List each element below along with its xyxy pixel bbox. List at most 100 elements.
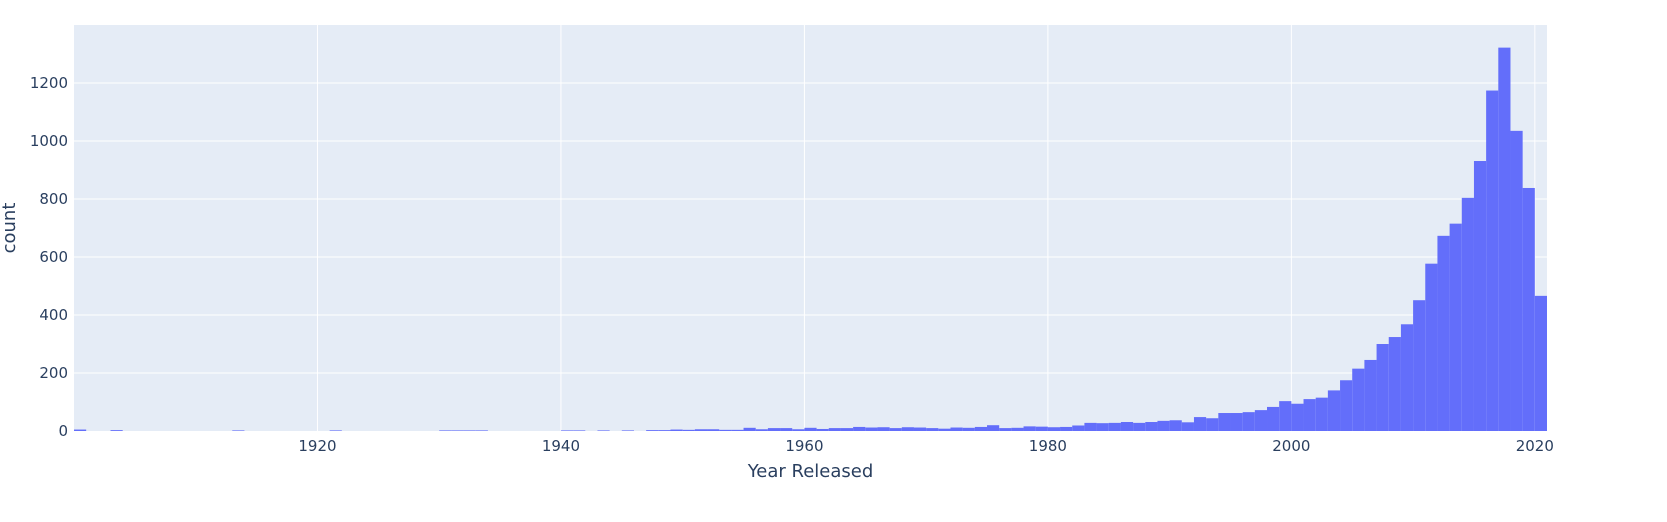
histogram-bar <box>1510 130 1523 431</box>
histogram-bar <box>816 428 829 431</box>
histogram-bar <box>974 426 988 431</box>
x-tick-label: 1940 <box>542 437 580 455</box>
x-tick-label: 2000 <box>1272 437 1310 455</box>
histogram-bar <box>767 428 781 431</box>
histogram-bar <box>1388 337 1401 431</box>
histogram-bar <box>1522 187 1535 431</box>
histogram-bar <box>1498 47 1511 432</box>
histogram-bar <box>999 428 1012 431</box>
histogram-bar <box>804 427 817 431</box>
histogram-bar <box>865 427 878 431</box>
x-axis-title: Year Released <box>747 461 874 482</box>
plot-background <box>74 25 1547 431</box>
gridlines <box>74 25 1547 431</box>
histogram-bar <box>560 430 574 431</box>
histogram-bar <box>1534 295 1547 431</box>
histogram-bar <box>743 427 756 431</box>
histogram-bar <box>1376 344 1389 431</box>
y-axis-ticks: 0 200 400 600 800 1000 1200 <box>30 74 68 440</box>
histogram-bar <box>1291 403 1304 431</box>
histogram-bar <box>1425 263 1438 431</box>
histogram-bar <box>719 429 732 431</box>
y-axis-title: count <box>0 203 20 254</box>
histogram-bar <box>1084 422 1097 431</box>
histogram-bar <box>110 430 123 431</box>
histogram-bar <box>877 427 890 431</box>
histogram-bar <box>597 430 610 431</box>
histogram-bar <box>1193 417 1207 431</box>
histogram-bar <box>828 428 841 431</box>
histogram-bar <box>1327 390 1341 431</box>
histogram-bar <box>840 428 854 431</box>
histogram-bars <box>74 47 1547 432</box>
histogram-bar <box>1011 427 1024 431</box>
histogram-bar <box>1267 406 1280 431</box>
histogram-bar <box>1108 422 1121 431</box>
histogram-bar <box>658 430 671 431</box>
histogram-bar <box>1486 90 1499 431</box>
histogram-bar <box>1449 223 1462 431</box>
histogram-bar <box>329 430 342 431</box>
histogram-bar <box>1072 425 1085 431</box>
histogram-bar <box>901 427 914 431</box>
y-tick-label: 600 <box>39 248 68 266</box>
histogram-bar <box>938 428 951 431</box>
histogram-bar <box>1364 359 1377 431</box>
histogram-bar <box>1242 412 1255 431</box>
x-tick-label: 1980 <box>1029 437 1067 455</box>
histogram-bar <box>1047 427 1061 431</box>
histogram-bar <box>1145 422 1158 431</box>
histogram-bar <box>439 430 452 431</box>
histogram-bar <box>950 427 963 431</box>
x-axis-ticks: 1920 1940 1960 1980 2000 2020 <box>298 437 1554 455</box>
histogram-bar <box>1254 410 1268 431</box>
histogram-bar <box>1352 368 1365 431</box>
histogram-bar <box>74 429 87 431</box>
histogram-bar <box>1315 397 1328 431</box>
histogram-bar <box>792 429 805 431</box>
histogram-bar <box>1461 197 1474 431</box>
histogram-bar <box>731 429 744 431</box>
histogram-bar <box>1437 235 1450 431</box>
histogram-bar <box>646 430 659 431</box>
histogram-bar <box>1181 422 1194 431</box>
histogram-bar <box>853 426 866 431</box>
y-tick-label: 200 <box>39 364 68 382</box>
histogram-bar <box>1206 418 1219 431</box>
histogram-bar <box>707 429 720 431</box>
y-tick-label: 800 <box>39 190 68 208</box>
histogram-bar <box>1279 401 1292 431</box>
histogram-bar <box>962 427 975 431</box>
histogram-bar <box>682 429 695 431</box>
histogram-bar <box>232 430 245 431</box>
histogram-bar <box>1060 426 1073 431</box>
histogram-bar <box>1120 422 1134 431</box>
y-tick-label: 0 <box>58 422 68 440</box>
histogram-bar <box>1413 300 1426 431</box>
histogram-bar <box>1218 413 1231 431</box>
x-tick-label: 1920 <box>298 437 336 455</box>
x-tick-label: 2020 <box>1516 437 1554 455</box>
histogram-bar <box>694 429 708 431</box>
histogram-bar <box>987 425 1000 431</box>
histogram-bar <box>780 428 793 431</box>
histogram-bar <box>755 429 768 431</box>
histogram-bar <box>1169 420 1182 431</box>
histogram-bar <box>913 427 927 431</box>
histogram-bar <box>463 430 476 431</box>
histogram-bar <box>1035 426 1048 431</box>
y-tick-label: 1000 <box>30 132 68 150</box>
histogram-bar <box>889 428 902 431</box>
histogram-bar <box>926 428 939 431</box>
histogram-bar <box>621 430 634 431</box>
histogram-bar <box>1133 422 1146 431</box>
histogram-bar <box>1230 413 1243 431</box>
histogram-bar <box>1340 380 1353 431</box>
histogram-bar <box>451 430 464 431</box>
histogram-bar <box>670 429 683 431</box>
y-tick-label: 400 <box>39 306 68 324</box>
y-tick-label: 1200 <box>30 74 68 92</box>
histogram-bar <box>1400 324 1414 431</box>
